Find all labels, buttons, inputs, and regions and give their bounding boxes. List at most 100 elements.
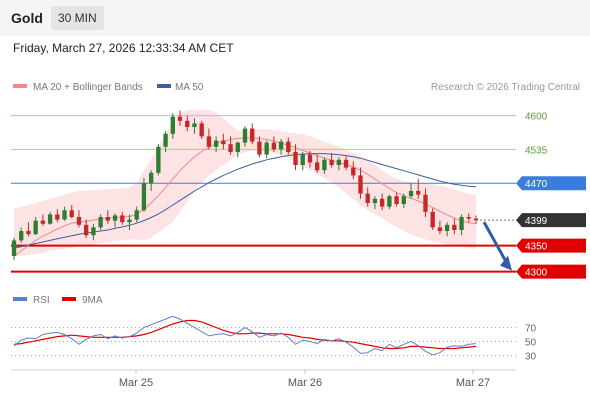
candle-body — [55, 214, 60, 220]
candle-body — [365, 193, 370, 203]
support-label-4350: 4350 — [525, 242, 548, 253]
candle-body — [401, 196, 406, 204]
candle-body — [120, 215, 125, 223]
candle-body — [372, 198, 378, 203]
datetime-label: Friday, March 27, 2026 12:33:34 AM CET — [13, 41, 234, 55]
forecast-arrow-shaft — [482, 221, 508, 263]
candle-body — [33, 220, 38, 235]
pivot-tag-4470 — [516, 176, 586, 191]
candle-body — [69, 210, 74, 217]
instrument-title: Gold — [11, 10, 43, 26]
forecast-arrow — [482, 221, 512, 271]
ma50-legend-label: MA 50 — [175, 82, 204, 93]
candle-body — [156, 146, 161, 173]
rsi-ma9-line — [13, 319, 477, 350]
key-levels — [11, 115, 516, 273]
candle-body — [459, 217, 464, 230]
support-tag-4300 — [516, 264, 586, 279]
candle-body — [379, 198, 385, 207]
candle-body — [351, 167, 356, 176]
candle-body — [235, 142, 240, 152]
candle-body — [148, 172, 154, 184]
rsi-legend-label: RSI — [33, 295, 50, 306]
x-tick-label: Mar 26 — [288, 377, 322, 389]
candle-body — [423, 194, 428, 212]
rsi-series — [13, 315, 477, 356]
header-bar: Gold 30 MIN — [0, 0, 590, 36]
candle-body — [293, 152, 298, 165]
candle-body — [257, 141, 262, 155]
candle-body — [163, 133, 168, 147]
candle-body — [408, 191, 414, 197]
candle-body — [271, 142, 277, 150]
candle-body — [343, 159, 349, 168]
ma20-legend-swatch — [13, 84, 27, 88]
interval-button[interactable]: 30 MIN — [51, 6, 104, 30]
resistance-label-4535: 4535 — [525, 145, 548, 156]
candle-body — [185, 120, 190, 128]
candle-body — [177, 116, 183, 121]
candle-body — [387, 196, 392, 207]
resistance-label-4600: 4600 — [525, 112, 548, 123]
candle-body — [170, 116, 175, 134]
rsi-legend-swatch — [13, 297, 27, 301]
candle-body — [84, 224, 89, 236]
support-tag-4350 — [516, 238, 586, 253]
candle-body — [264, 142, 269, 155]
candle-body — [40, 220, 46, 224]
candle-body — [199, 123, 204, 137]
candle-body — [430, 211, 435, 228]
x-tick-label: Mar 25 — [119, 377, 153, 389]
candle-body — [452, 224, 457, 230]
forecast-arrow-head — [500, 255, 512, 271]
copyright-label: Research © 2026 Trading Central — [431, 82, 580, 93]
rsi-tick-50: 50 — [525, 338, 537, 349]
candle-body — [134, 210, 139, 220]
current-price-tag — [516, 213, 586, 228]
candle-body — [192, 123, 197, 128]
candle-body — [394, 196, 399, 204]
rsi-tick-30: 30 — [525, 352, 537, 363]
rsi-tick-70: 70 — [525, 324, 537, 335]
candle-body — [336, 159, 342, 165]
candle-body — [206, 136, 212, 147]
rsi-gridlines: 70 50 30 — [11, 324, 537, 363]
ma9-legend-label: 9MA — [82, 295, 103, 306]
candle-body — [26, 231, 31, 235]
candle-body — [127, 219, 132, 223]
pivot-label-4470: 4470 — [525, 179, 548, 190]
candle-body — [416, 191, 421, 195]
candle-body — [358, 175, 363, 194]
ma20-legend-label: MA 20 + Bollinger Bands — [33, 82, 143, 93]
candle-body — [228, 144, 233, 152]
candle-body — [322, 159, 327, 171]
candle-body — [242, 128, 248, 143]
candle-body — [47, 214, 53, 224]
candle-body — [141, 183, 147, 211]
candle-body — [466, 217, 471, 219]
candle-body — [213, 140, 219, 147]
level-labels: 4600 4535 4470 4399 4350 4300 — [516, 112, 586, 279]
candle-body — [307, 154, 313, 163]
x-tick-label: Mar 27 — [456, 377, 490, 389]
x-axis-ticks: Mar 25 Mar 26 Mar 27 — [119, 370, 490, 389]
candle-body — [105, 217, 111, 221]
candle-body — [278, 141, 284, 150]
candle-body — [473, 218, 479, 221]
candlesticks — [11, 110, 479, 261]
candle-body — [98, 217, 103, 228]
ma9-legend-swatch — [62, 297, 76, 301]
candle-body — [221, 140, 226, 145]
candle-body — [444, 224, 450, 232]
candle-body — [11, 240, 17, 256]
candle-body — [315, 162, 320, 171]
current-price-label: 4399 — [525, 216, 548, 227]
candle-body — [329, 159, 334, 165]
support-label-4300: 4300 — [525, 268, 548, 279]
candle-body — [91, 227, 96, 236]
candle-body — [112, 215, 118, 221]
candle-body — [76, 217, 82, 225]
candle-body — [300, 154, 305, 165]
candle-body — [19, 231, 24, 241]
